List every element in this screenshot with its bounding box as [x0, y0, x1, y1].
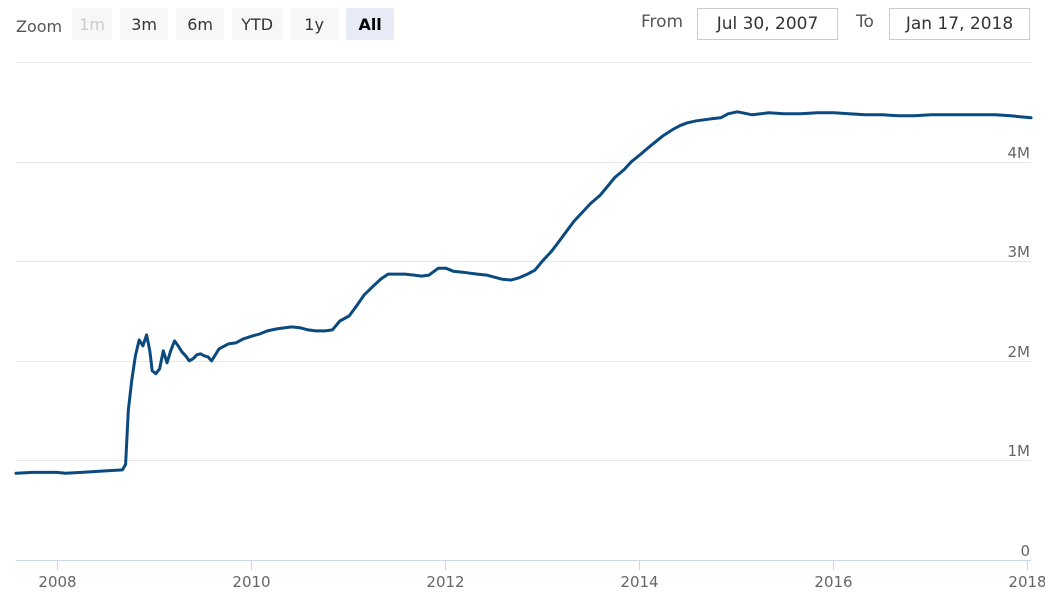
x-tick-label: 2010	[232, 573, 270, 591]
x-tick-label: 2012	[426, 573, 464, 591]
zoom-1y-button[interactable]: 1y	[290, 8, 339, 40]
from-label: From	[641, 12, 684, 32]
from-date-input[interactable]: Jul 30, 2007	[697, 8, 838, 40]
zoom-3m-button[interactable]: 3m	[120, 8, 169, 40]
range-selector: Zoom 1m 3m 6m YTD 1y All	[16, 7, 402, 41]
y-tick-label: 0	[1020, 542, 1030, 560]
zoom-ytd-button[interactable]: YTD	[232, 8, 283, 40]
zoom-6m-button[interactable]: 6m	[176, 8, 225, 40]
x-tick-label: 2014	[620, 573, 658, 591]
x-tick-label: 2008	[38, 573, 76, 591]
zoom-1m-button[interactable]: 1m	[72, 8, 113, 40]
zoom-label: Zoom	[16, 16, 63, 36]
y-tick-label: 4M	[1008, 144, 1031, 162]
series-line-0	[14, 110, 1033, 475]
x-tick-label: 2016	[814, 573, 852, 591]
series-layer	[14, 110, 1033, 475]
x-tick-label: 2018	[1008, 573, 1045, 591]
y-tick-label: 3M	[1008, 243, 1031, 261]
to-label: To	[856, 12, 874, 32]
y-tick-label: 2M	[1008, 343, 1031, 361]
gridlines	[16, 62, 1031, 461]
to-date-input[interactable]: Jan 17, 2018	[889, 8, 1030, 40]
y-axis-ticks: 0 1M 2M 3M 4M	[1008, 144, 1031, 560]
y-tick-label: 1M	[1008, 442, 1031, 460]
x-axis: 2008 2010 2012 2014 2016 2018	[16, 560, 1045, 591]
zoom-all-button[interactable]: All	[346, 8, 395, 40]
